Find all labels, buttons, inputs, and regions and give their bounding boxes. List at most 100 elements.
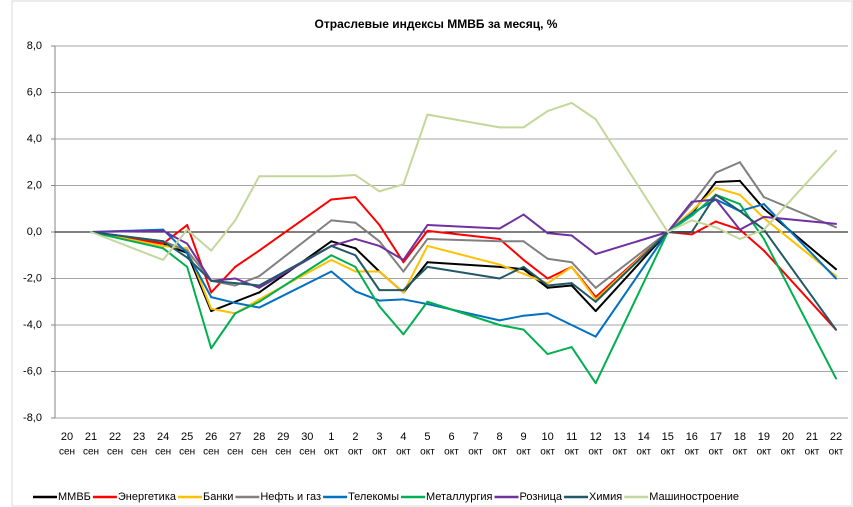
x-tick-label: 27 — [229, 431, 241, 443]
series-line — [546, 282, 573, 287]
x-tick-label: 14 — [638, 431, 650, 443]
series-line — [330, 174, 357, 178]
series-line — [570, 324, 597, 338]
series-line — [426, 300, 501, 326]
series-line — [210, 312, 237, 350]
legend-label: Металлургия — [426, 491, 493, 503]
series-line — [522, 110, 549, 129]
series-line — [426, 265, 501, 280]
series-line — [378, 270, 405, 294]
series-line — [594, 231, 669, 313]
series-line — [210, 219, 237, 252]
series-line — [426, 244, 501, 266]
series-line — [714, 220, 741, 231]
series-line — [690, 193, 717, 217]
series-line — [378, 305, 405, 336]
y-tick-label: 0,0 — [27, 226, 42, 238]
x-tick-label: окт — [564, 447, 579, 458]
y-tick-label: -6,0 — [23, 365, 42, 377]
x-tick-label: 8 — [497, 431, 503, 443]
series-line — [234, 301, 261, 309]
series-line — [330, 240, 357, 250]
legend-label: ММВБ — [58, 491, 91, 503]
series-line — [714, 161, 741, 174]
x-tick-label: 21 — [85, 431, 97, 443]
x-tick-label: 25 — [181, 431, 193, 443]
legend-label: Машиностроение — [649, 491, 739, 503]
series-line — [186, 224, 213, 294]
y-tick-label: -8,0 — [23, 412, 42, 424]
series-line — [90, 229, 165, 233]
series-line — [330, 244, 357, 257]
x-tick-label: 28 — [253, 431, 265, 443]
series-line — [666, 200, 693, 233]
series-line — [738, 161, 765, 199]
series-line — [522, 265, 549, 287]
series-line — [210, 279, 237, 285]
series-line — [426, 303, 501, 322]
series-line — [402, 113, 429, 186]
series-line — [570, 282, 597, 303]
x-tick-label: окт — [420, 447, 435, 458]
legend-label: Банки — [203, 491, 233, 503]
x-tick-label: 7 — [472, 431, 478, 443]
series-line — [402, 298, 429, 306]
series-line — [90, 231, 165, 261]
x-tick-label: 4 — [400, 431, 406, 443]
series-line — [762, 149, 837, 231]
series-line — [714, 179, 741, 184]
series-line — [738, 215, 765, 231]
series-line — [378, 224, 405, 264]
x-tick-label: сен — [227, 447, 243, 458]
series-line — [498, 265, 525, 280]
series-line — [570, 265, 597, 301]
x-tick-label: 29 — [277, 431, 289, 443]
series-line — [90, 231, 165, 250]
x-tick-label: 20 — [782, 431, 794, 443]
x-tick-label: окт — [468, 447, 483, 458]
series-line — [330, 237, 357, 247]
series-line — [186, 228, 213, 252]
y-tick-label: 8,0 — [27, 40, 42, 52]
chart-frame — [11, 0, 853, 507]
x-tick-label: 22 — [830, 431, 842, 443]
x-tick-label: окт — [781, 447, 796, 458]
x-tick-label: 23 — [133, 431, 145, 443]
series-line — [546, 257, 573, 264]
series-line — [738, 193, 765, 220]
x-tick-label: окт — [757, 447, 772, 458]
series-line — [402, 244, 429, 294]
series-line — [162, 224, 189, 245]
series-line — [714, 226, 741, 240]
y-tick-label: 6,0 — [27, 86, 42, 98]
series-line — [162, 247, 189, 268]
series-line — [690, 186, 717, 213]
series-line — [546, 101, 573, 113]
series-line — [402, 265, 429, 292]
series-line — [426, 224, 501, 230]
x-tick-label: окт — [324, 447, 339, 458]
series-line — [210, 296, 237, 304]
series-line — [522, 240, 549, 260]
series-line — [594, 231, 669, 385]
x-tick-label: окт — [516, 447, 531, 458]
x-tick-label: окт — [684, 447, 699, 458]
series-line — [690, 220, 717, 236]
series-line — [402, 300, 429, 336]
series-line — [522, 312, 549, 317]
series-line — [354, 196, 381, 227]
x-tick-label: сен — [131, 447, 147, 458]
x-tick-label: 6 — [448, 431, 454, 443]
x-tick-label: окт — [396, 447, 411, 458]
series-line — [378, 183, 405, 193]
series-line — [330, 196, 357, 201]
series-line — [498, 237, 525, 261]
y-tick-label: -4,0 — [23, 319, 42, 331]
series-line — [330, 254, 357, 268]
series-line — [402, 229, 429, 264]
series-line — [594, 231, 669, 303]
series-line — [90, 231, 165, 243]
x-tick-label: окт — [372, 447, 387, 458]
series-line — [162, 229, 189, 245]
y-tick-label: 4,0 — [27, 133, 42, 145]
